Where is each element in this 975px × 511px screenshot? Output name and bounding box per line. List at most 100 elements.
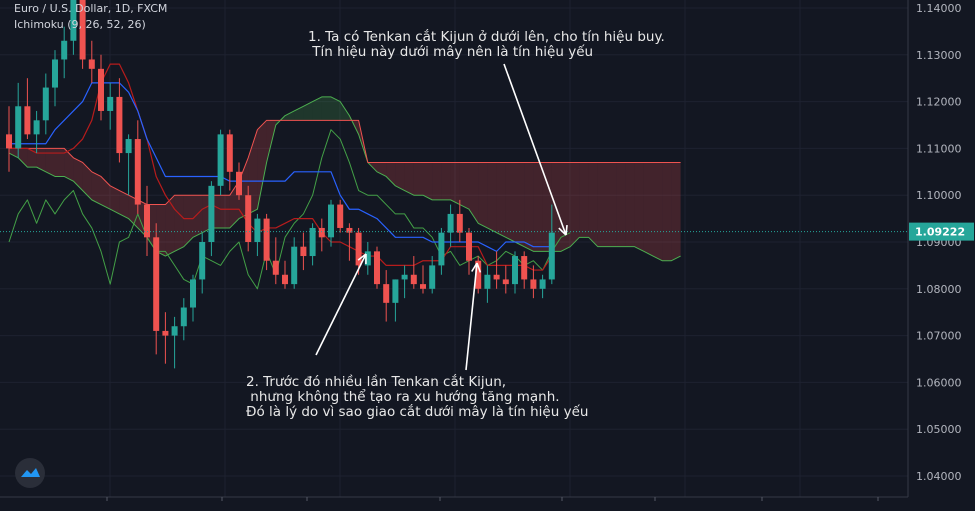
candle-body <box>245 195 252 242</box>
cloud-segment <box>579 162 589 238</box>
cloud-segment <box>643 162 653 257</box>
cloud-segment <box>55 148 65 177</box>
candle-body <box>171 326 178 336</box>
candle-body <box>392 279 399 303</box>
candle-body <box>199 242 206 280</box>
cloud-segment <box>441 162 451 200</box>
cloud-segment <box>303 101 313 121</box>
cloud-segment <box>64 148 74 182</box>
cloud-segment <box>312 96 322 121</box>
cloud-segment <box>524 162 534 252</box>
cloud-segment <box>653 162 663 261</box>
price-axis-label: 1.13000 <box>916 49 962 62</box>
current-price-tag <box>909 222 974 241</box>
cloud-segment <box>496 162 506 238</box>
candle-body <box>144 204 150 238</box>
cloud-segment <box>193 195 203 238</box>
price-axis-label: 1.10000 <box>916 189 962 202</box>
cloud-segment <box>542 162 552 252</box>
candle-body <box>512 256 518 285</box>
candle-body <box>328 204 334 238</box>
cloud-segment <box>386 162 396 186</box>
candle-body <box>98 68 104 111</box>
cloud-segment <box>533 162 543 252</box>
indicator-legend[interactable]: Ichimoku (9, 26, 52, 26) <box>14 18 146 31</box>
candle-body <box>190 279 196 308</box>
candle-body <box>107 96 114 111</box>
annotation-2: 2. Trước đó nhiều lần Tenkan cắt Kijun, … <box>246 374 589 420</box>
candle-body <box>208 185 215 242</box>
annotation-1: 1. Ta có Tenkan cắt Kijun ở dưới lên, ch… <box>308 29 665 60</box>
cloud-segment <box>285 110 295 121</box>
cloud-segment <box>662 162 672 261</box>
candles <box>6 0 555 369</box>
candle-body <box>410 274 417 285</box>
cloud-segment <box>671 162 681 261</box>
cloud-segment <box>634 162 644 252</box>
candle-body <box>116 96 123 154</box>
candle-body <box>300 246 307 257</box>
candle-body <box>70 0 77 41</box>
cloud-segment <box>395 162 405 191</box>
candle-body <box>61 40 68 60</box>
candle-body <box>318 227 325 238</box>
candle-body <box>466 232 472 261</box>
cloud-segment <box>27 148 37 168</box>
candle-body <box>263 218 270 261</box>
cloud-segment <box>597 162 607 247</box>
cloud-segment <box>73 157 83 191</box>
cloud-segment <box>377 162 387 177</box>
price-axis-label: 1.12000 <box>916 96 962 109</box>
cloud-segment <box>257 120 267 210</box>
candle-body <box>42 87 49 121</box>
cloud-segment <box>515 162 525 247</box>
cloud-segment <box>469 162 479 224</box>
candle-body <box>493 274 500 280</box>
price-axis-label: 1.05000 <box>916 423 962 436</box>
candle-body <box>180 307 187 327</box>
cloud-segment <box>607 162 617 247</box>
price-axis-label: 1.04000 <box>916 470 962 483</box>
candle-body <box>79 0 86 60</box>
cloud-segment <box>321 96 331 121</box>
candle-body <box>125 139 132 154</box>
cloud-segment <box>616 162 626 247</box>
cloud-segment <box>505 162 515 242</box>
cloud-segment <box>294 106 304 121</box>
cloud-segment <box>183 195 193 247</box>
cloud-segment <box>91 171 101 205</box>
cloud-segment <box>561 162 571 252</box>
candle-body <box>420 284 426 289</box>
senkou-span-a-line <box>8 96 681 262</box>
price-axis-label: 1.14000 <box>916 2 962 15</box>
candle-body <box>162 330 169 336</box>
cloud-segment <box>413 162 423 196</box>
candle-body <box>153 237 160 331</box>
candle-body <box>33 120 40 135</box>
cloud-segment <box>404 162 414 196</box>
chikou-span-line <box>8 129 571 290</box>
cloud-segment <box>588 162 598 247</box>
candle-body <box>548 232 555 280</box>
cloud-segment <box>625 162 635 247</box>
cloud-segment <box>82 162 92 200</box>
candle-body <box>355 232 362 266</box>
candle-body <box>291 246 298 285</box>
candle-body <box>217 134 224 186</box>
cloud-segment <box>18 148 28 168</box>
cloud-segment <box>450 162 460 205</box>
cloud-segment <box>487 162 497 233</box>
cloud-segment <box>478 162 488 228</box>
candle-body <box>484 274 491 289</box>
cloud-segment <box>36 148 46 172</box>
cloud-segment <box>110 185 120 214</box>
candle-body <box>15 106 22 149</box>
candle-body <box>337 204 344 228</box>
candle-body <box>502 279 509 285</box>
cloud-logo-icon <box>21 468 40 477</box>
candle-body <box>429 265 436 289</box>
candle-body <box>254 218 261 242</box>
candle-body <box>52 59 58 88</box>
tradingview-logo[interactable] <box>15 458 45 488</box>
